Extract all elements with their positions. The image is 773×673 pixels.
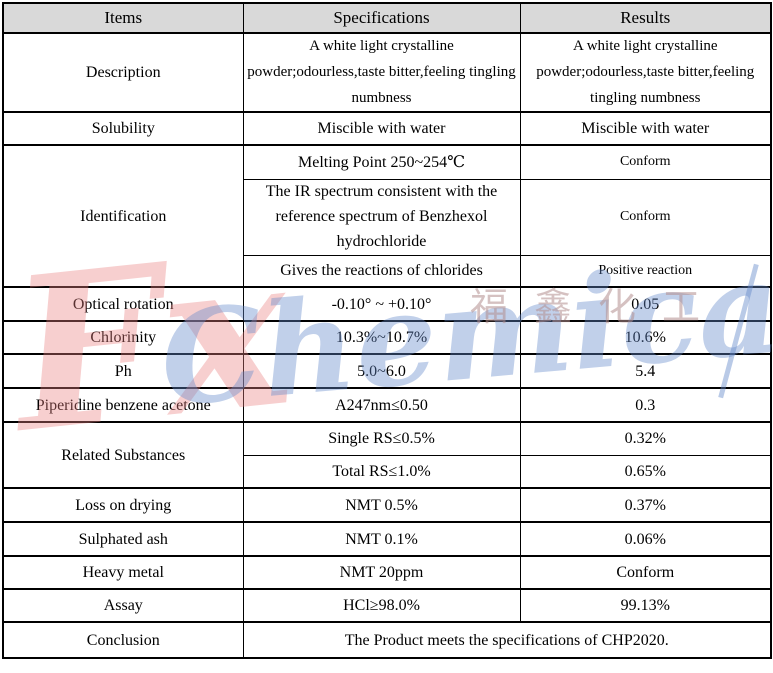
cell-solubility-spec: Miscible with water <box>242 111 521 146</box>
cell-piperidine-spec: A247nm≤0.50 <box>242 387 521 423</box>
row-loss-on-drying: Loss on drying NMT 0.5% 0.37% <box>2 487 772 523</box>
cell-heavy-item: Heavy metal <box>2 555 244 590</box>
row-heavy-metal: Heavy metal NMT 20ppm Conform <box>2 555 772 590</box>
column-header-items: Items <box>2 2 244 34</box>
row-chlorinity: Chlorinity 10.3%~10.7% 10.6% <box>2 320 772 355</box>
cell-piperidine-item: Piperidine benzene acetone <box>2 387 244 423</box>
cell-sulphated-item: Sulphated ash <box>2 521 244 557</box>
cell-optical-item: Optical rotation <box>2 286 244 322</box>
row-assay: Assay HCl≥98.0% 99.13% <box>2 588 772 623</box>
cell-assay-spec: HCl≥98.0% <box>242 588 521 623</box>
cell-description-spec: A white light crystalline powder;odourle… <box>242 31 521 113</box>
row-related-total: Total RS≤1.0% 0.65% <box>3 454 772 489</box>
cell-ir-spec: The IR spectrum consistent with the refe… <box>242 178 521 256</box>
cell-optical-result: 0.05 <box>519 286 772 322</box>
cell-solubility-item: Solubility <box>2 111 244 146</box>
cell-chlorinity-item: Chlorinity <box>2 320 244 355</box>
cell-optical-spec: -0.10° ~ +0.10° <box>242 286 521 322</box>
cell-piperidine-result: 0.3 <box>519 387 772 423</box>
cell-chloride-spec: Gives the reactions of chlorides <box>242 254 521 288</box>
cell-identification-item: Identification <box>2 144 244 288</box>
column-header-results: Results <box>519 2 772 34</box>
row-identification-chloride: Gives the reactions of chlorides Positiv… <box>3 254 772 288</box>
cell-heavy-result: Conform <box>519 555 772 590</box>
row-piperidine: Piperidine benzene acetone A247nm≤0.50 0… <box>2 387 772 423</box>
cell-description-result: A white light crystalline powder;odourle… <box>519 31 772 113</box>
cell-related-single-spec: Single RS≤0.5% <box>242 421 521 456</box>
cell-conclusion-item: Conclusion <box>2 621 244 659</box>
row-identification-melting: Identification Melting Point 250~254℃ Co… <box>2 144 772 288</box>
cell-related-single-result: 0.32% <box>519 421 772 456</box>
cell-assay-item: Assay <box>2 588 244 623</box>
cell-related-total-spec: Total RS≤1.0% <box>242 454 521 489</box>
cell-loss-item: Loss on drying <box>2 487 244 523</box>
cell-chlorinity-spec: 10.3%~10.7% <box>242 320 521 355</box>
row-conclusion: Conclusion The Product meets the specifi… <box>2 621 772 659</box>
row-optical-rotation: Optical rotation -0.10° ~ +0.10° 0.05 <box>2 286 772 322</box>
cell-melting-spec: Melting Point 250~254℃ <box>242 144 521 180</box>
cell-ph-result: 5.4 <box>519 353 772 389</box>
cell-heavy-spec: NMT 20ppm <box>242 555 521 590</box>
cell-ph-spec: 5.0~6.0 <box>242 353 521 389</box>
cell-solubility-result: Miscible with water <box>519 111 772 146</box>
cell-ph-item: Ph <box>2 353 244 389</box>
cell-ir-result: Conform <box>519 178 772 256</box>
row-sulphated-ash: Sulphated ash NMT 0.1% 0.06% <box>2 521 772 557</box>
row-ph: Ph 5.0~6.0 5.4 <box>2 353 772 389</box>
cell-sulphated-spec: NMT 0.1% <box>242 521 521 557</box>
cell-related-item: Related Substances <box>2 421 244 489</box>
cell-related-total-result: 0.65% <box>519 454 772 489</box>
row-description: Description A white light crystalline po… <box>2 31 772 113</box>
specification-table: Items Specifications Results Description… <box>2 2 772 660</box>
cell-melting-result: Conform <box>519 144 772 180</box>
cell-loss-spec: NMT 0.5% <box>242 487 521 523</box>
column-header-specifications: Specifications <box>242 2 521 34</box>
cell-description-item: Description <box>2 31 244 113</box>
cell-conclusion-text: The Product meets the specifications of … <box>242 621 772 659</box>
row-related-single: Related Substances Single RS≤0.5% 0.32% <box>2 421 772 489</box>
cell-loss-result: 0.37% <box>519 487 772 523</box>
cell-chloride-result: Positive reaction <box>519 254 772 288</box>
cell-sulphated-result: 0.06% <box>519 521 772 557</box>
row-solubility: Solubility Miscible with water Miscible … <box>2 111 772 146</box>
cell-chlorinity-result: 10.6% <box>519 320 772 355</box>
row-identification-ir: The IR spectrum consistent with the refe… <box>3 178 772 256</box>
table-header-row: Items Specifications Results <box>2 2 772 34</box>
cell-assay-result: 99.13% <box>519 588 772 623</box>
